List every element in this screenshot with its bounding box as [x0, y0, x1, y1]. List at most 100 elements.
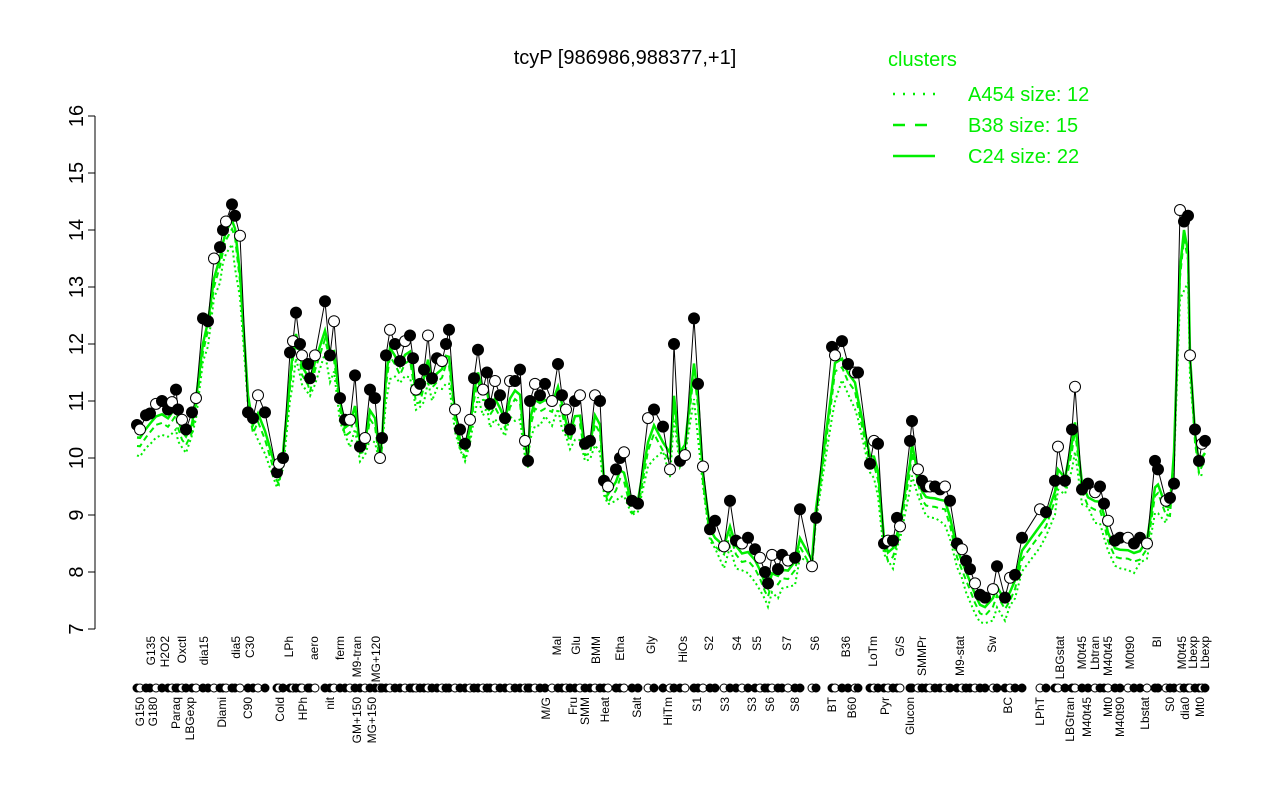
data-point [560, 403, 572, 416]
rug-point [260, 683, 270, 693]
x-tick-label-lower: MG+150 [365, 697, 379, 744]
x-tick-label-upper: S7 [780, 636, 794, 651]
data-point [772, 563, 784, 576]
x-tick-label-lower: C90 [241, 697, 255, 719]
data-point [594, 395, 606, 407]
data-point [394, 355, 406, 368]
data-point [906, 414, 918, 427]
data-point [668, 338, 680, 350]
x-tick-label-lower: Diami [215, 697, 229, 728]
x-tick-label-lower: LPhT [1033, 696, 1047, 725]
data-point [472, 343, 484, 356]
data-point [509, 375, 521, 388]
data-point [220, 215, 232, 228]
data-point [524, 395, 536, 407]
data-point [836, 335, 848, 348]
data-point [144, 407, 156, 420]
chart-title: tcyP [986986,988377,+1] [514, 47, 737, 69]
x-tick-label-upper: Sw [985, 636, 999, 653]
data-point [324, 349, 336, 362]
rug-point [811, 683, 821, 693]
data-point [1102, 514, 1114, 527]
x-tick-label-upper: Etha [613, 636, 627, 661]
x-tick-label-lower: B60 [845, 697, 859, 719]
data-point [1164, 491, 1176, 504]
data-point [987, 583, 999, 596]
y-tick-label: 8 [66, 566, 88, 577]
x-tick-label-lower: BC [1001, 697, 1015, 714]
rug-point [1041, 683, 1051, 693]
data-point [584, 434, 596, 447]
x-tick-label-upper: Glu [569, 636, 583, 655]
x-tick-label-upper: ferm [333, 636, 347, 660]
x-tick-label-lower: BT [825, 696, 839, 712]
data-point [1189, 423, 1201, 436]
series-line [136, 202, 1206, 599]
x-tick-label-lower: dia0 [1178, 697, 1192, 720]
data-point [440, 338, 452, 350]
data-point [618, 446, 630, 459]
data-point [979, 591, 991, 604]
data-point [1152, 463, 1164, 476]
x-tick-label-upper: LPh [282, 636, 296, 657]
data-point [794, 503, 806, 516]
x-tick-label-upper: B36 [839, 636, 853, 658]
data-point [944, 494, 956, 507]
data-point [208, 252, 220, 265]
y-tick-label: 7 [66, 623, 88, 634]
data-point [454, 423, 466, 436]
x-tick-label-upper: G/S [893, 636, 907, 657]
data-point [574, 389, 586, 402]
data-point [186, 406, 198, 419]
data-point [999, 591, 1011, 604]
data-point [1059, 474, 1071, 487]
data-point [369, 392, 381, 405]
data-point [344, 413, 356, 426]
x-tick-label-upper: Gly [644, 636, 658, 654]
data-point [489, 375, 501, 388]
y-tick-label: 12 [66, 333, 88, 355]
data-point [481, 366, 493, 379]
data-point [464, 413, 476, 426]
data-point [664, 463, 676, 476]
data-point [229, 209, 241, 222]
data-point [864, 457, 876, 470]
rug-point [980, 683, 990, 693]
data-point [277, 452, 289, 464]
data-point [1009, 568, 1021, 581]
data-point [556, 389, 568, 402]
x-tick-label-upper: S4 [730, 636, 744, 651]
cluster-line-c24 [136, 217, 1207, 609]
rug-point [710, 683, 720, 693]
x-tick-label-upper: C30 [243, 636, 257, 658]
data-point [1066, 423, 1078, 436]
data-point [259, 406, 271, 419]
data-point [519, 434, 531, 447]
x-tick-label-lower: G180 [146, 697, 160, 727]
data-point [969, 577, 981, 590]
x-tick-label-upper: M0t45 [1075, 636, 1089, 670]
x-tick-label-upper: dia15 [197, 636, 211, 666]
data-point [632, 497, 644, 510]
data-point [1040, 506, 1052, 519]
x-tick-label-lower: LBGtran [1063, 697, 1077, 742]
data-point [1052, 440, 1064, 453]
data-point [766, 548, 778, 561]
data-point [1182, 209, 1194, 222]
data-point [449, 403, 461, 416]
data-point [459, 437, 471, 450]
data-point [1069, 380, 1081, 393]
x-tick-label-upper: MG+120 [369, 636, 383, 683]
data-point [642, 412, 654, 425]
x-tick-label-lower: S8 [788, 697, 802, 712]
x-tick-label-upper: G135 [144, 636, 158, 666]
data-point [939, 480, 951, 493]
rug-point [633, 683, 643, 693]
data-point [522, 454, 534, 467]
x-tick-label-upper: S6 [808, 636, 822, 651]
x-tick-label-lower: HiTm [661, 697, 675, 726]
cluster-line-a454 [136, 241, 1206, 625]
x-tick-label-upper: BI [1150, 636, 1164, 647]
rug-point [895, 683, 905, 693]
data-point [247, 412, 259, 425]
